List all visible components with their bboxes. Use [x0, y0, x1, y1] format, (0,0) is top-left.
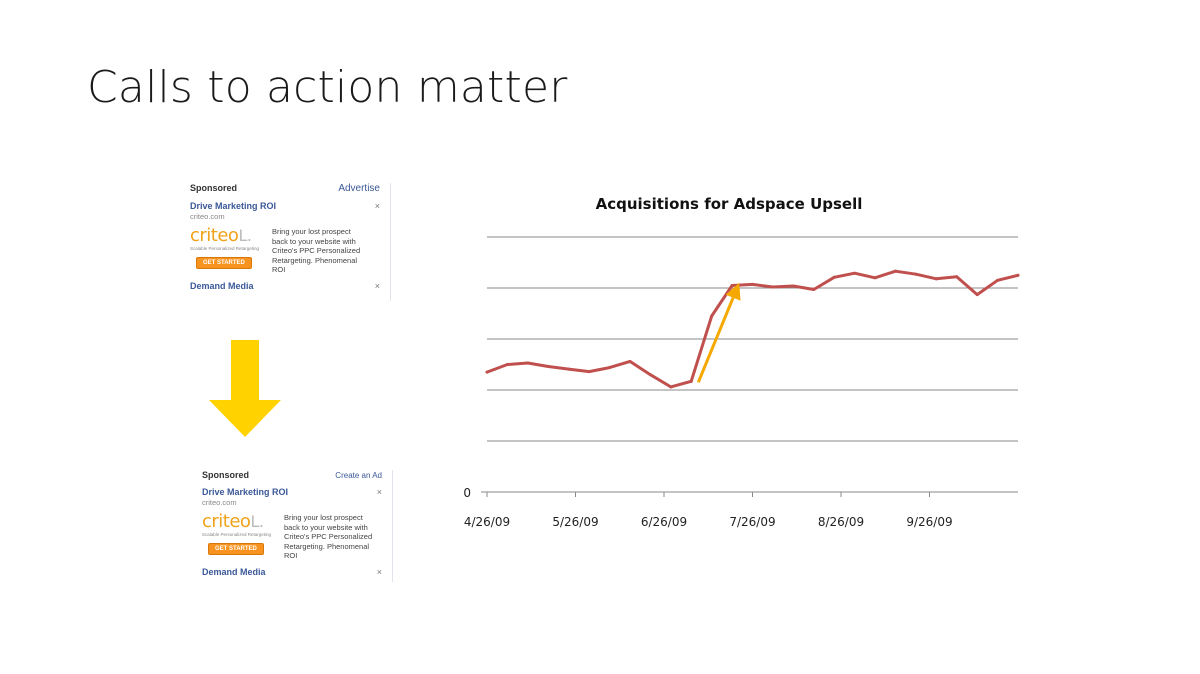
logo-bracket: L. [238, 226, 252, 245]
data-point [710, 314, 714, 318]
data-point [567, 367, 571, 371]
get-started-button[interactable]: GET STARTED [208, 543, 264, 555]
data-point [996, 278, 1000, 282]
data-point [1016, 273, 1020, 277]
ad-domain: criteo.com [202, 498, 237, 507]
ad-domain: criteo.com [190, 212, 225, 221]
data-point [485, 370, 489, 374]
close-icon[interactable]: × [374, 280, 380, 291]
data-point [853, 271, 857, 275]
criteo-logo[interactable]: criteoL. Scalable Personalized Retargeti… [190, 227, 272, 275]
data-point [791, 284, 795, 288]
data-point [873, 276, 877, 280]
data-point [832, 275, 836, 279]
data-point [669, 385, 673, 389]
ad-header: Sponsored Create an Ad [202, 470, 392, 480]
data-point [812, 288, 816, 292]
data-point [934, 277, 938, 281]
data-point [771, 285, 775, 289]
ad-after: Sponsored Create an Ad Drive Marketing R… [202, 470, 393, 582]
arrow-down-icon [209, 340, 281, 437]
logo-tagline: Scalable Personalized Retargeting [190, 246, 260, 251]
x-tick-label: 9/26/09 [906, 515, 952, 529]
logo-bracket: L. [250, 512, 264, 531]
ad-description: Bring your lost prospect back to your we… [272, 227, 361, 274]
ad-description: Bring your lost prospect back to your we… [284, 513, 373, 560]
y-tick-label: 0 [463, 486, 471, 500]
create-ad-link[interactable]: Create an Ad [335, 471, 382, 480]
slide-title: Calls to action matter [87, 62, 568, 113]
x-tick-label: 8/26/09 [818, 515, 864, 529]
data-point [893, 269, 897, 273]
data-point [608, 366, 612, 370]
ad-title-link[interactable]: Drive Marketing ROI [202, 487, 289, 497]
x-tick-label: 7/26/09 [729, 515, 775, 529]
data-point [546, 365, 550, 369]
data-point [751, 282, 754, 286]
criteo-logo[interactable]: criteoL. Scalable Personalized Retargeti… [202, 513, 284, 561]
close-icon[interactable]: × [376, 566, 382, 577]
close-icon[interactable]: × [376, 487, 382, 497]
x-tick-label: 6/26/09 [641, 515, 687, 529]
annotation-arrow-head [725, 282, 741, 301]
next-ad-title[interactable]: Demand Media [190, 280, 254, 291]
x-tick-label: 4/26/09 [464, 515, 510, 529]
data-point [628, 359, 632, 363]
next-ad-title[interactable]: Demand Media [202, 566, 266, 577]
close-icon[interactable]: × [374, 201, 380, 211]
data-point [689, 379, 693, 383]
data-point [730, 283, 734, 287]
data-point [914, 272, 918, 276]
chart-title: Acquisitions for Adspace Upsell [596, 195, 863, 213]
data-point [526, 361, 530, 365]
data-point [587, 370, 591, 374]
x-tick-label: 5/26/09 [552, 515, 598, 529]
data-point [955, 275, 959, 279]
logo-tagline: Scalable Personalized Retargeting [202, 532, 272, 537]
logo-text: criteo [190, 225, 239, 246]
ad-header: Sponsored Advertise [190, 183, 390, 194]
data-point [648, 373, 652, 377]
sponsored-label: Sponsored [190, 183, 238, 193]
ad-title-link[interactable]: Drive Marketing ROI [190, 201, 277, 211]
advertise-link[interactable]: Advertise [338, 183, 380, 194]
sponsored-label: Sponsored [202, 470, 250, 480]
get-started-button[interactable]: GET STARTED [196, 257, 252, 269]
series-line [485, 269, 1020, 389]
annotation-arrow-shaft [696, 297, 735, 383]
acquisitions-chart: Acquisitions for Adspace Upsell 0 4/26/09… [463, 195, 1020, 529]
ad-before: Sponsored Advertise Drive Marketing ROI … [190, 183, 391, 301]
logo-text: criteo [202, 511, 251, 532]
data-point [505, 363, 509, 366]
data-point [975, 293, 979, 297]
